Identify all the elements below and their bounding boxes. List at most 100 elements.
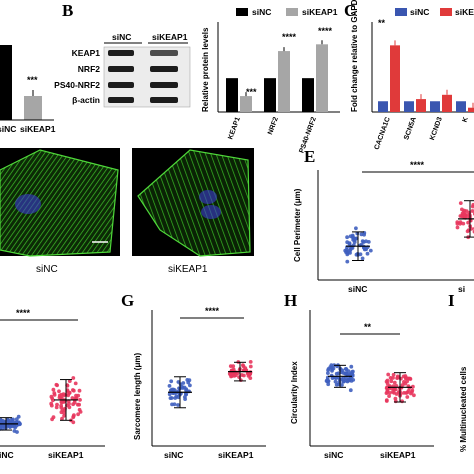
f-dot-1-55 [76,402,80,407]
g-dot-0-38 [176,403,180,407]
f-dot-1-11 [54,405,59,410]
band-actin-sikeap1 [150,97,178,103]
f-dot-1-48 [57,393,62,398]
e-dot-1-53 [462,212,467,217]
micrograph-sikeap1-nucleus-2 [201,205,221,219]
b-xlabel-1: NRF2 [267,116,280,136]
blot-bands [108,50,178,103]
panel-c-letter: C [344,1,356,20]
h-dot-1-55 [410,390,414,394]
g-dot-1-16 [238,378,243,382]
f-dot-1-46 [72,413,76,418]
f-dot-0-47 [14,417,19,421]
g-dot-1-4 [248,364,253,369]
blot-row-keap1: KEAP1 [72,48,101,58]
panel-f-sig: **** [16,308,31,318]
f-dot-1-38 [57,389,61,394]
panel-g-dots [167,360,253,409]
panel-c-bars [378,40,474,112]
h-dot-0-40 [348,388,353,393]
bar-c-sinc-2 [430,101,440,112]
f-dot-0-66 [18,422,22,426]
panel-i-letter: I [448,291,455,310]
g-dot-0-27 [180,385,185,389]
g-dot-1-22 [241,363,245,367]
f-dot-1-62 [67,390,72,395]
g-dot-0-30 [176,380,181,384]
h-dot-1-26 [400,399,404,404]
f-dot-1-7 [51,398,55,403]
h-dot-0-66 [351,378,356,382]
panel-h-ylabel: Circularity Index [290,361,299,424]
bar-b-sikeap1-0 [240,96,252,112]
g-dot-0-34 [172,402,177,407]
e-dot-0-44 [364,239,368,244]
bar-c-sikeap1-3 [468,107,474,112]
g-dot-0-10 [183,397,188,401]
legend-b-sikeap1-swatch [286,8,298,16]
h-dot-0-24 [333,379,338,384]
legend-c-sikeap1-label: siKEAP1 [455,7,474,17]
blot-row-beta-actin: β-actin [72,95,100,105]
f-dot-1-65 [76,393,81,398]
panel-e-dots [343,200,474,264]
h-dot-1-59 [408,376,412,381]
f-dot-1-23 [51,387,56,392]
panel-b-bars [226,40,328,112]
c-xlabel-1: SCN5A [403,116,418,141]
h-dot-0-33 [326,371,330,375]
h-dot-1-68 [405,390,410,395]
h-dot-1-47 [411,384,415,389]
bar-b-sikeap1-1 [278,51,290,112]
h-dot-1-52 [395,376,399,380]
g-dot-1-43 [246,374,251,378]
h-dot-1-69 [404,375,409,380]
h-dot-0-38 [336,371,341,376]
panel-a-cat-1: siNC [0,124,16,134]
micrograph-sinc-cell [0,149,119,257]
e-dot-0-6 [365,251,370,256]
h-dot-1-62 [389,379,394,384]
g-dot-1-40 [231,364,236,369]
panel-c-ylabel: Fold change relative to GAPDH [350,0,359,112]
g-dot-0-36 [181,381,186,385]
panel-e-sig: **** [410,160,425,170]
e-dot-0-50 [348,248,352,253]
f-dot-1-18 [49,394,54,399]
f-dot-1-22 [55,402,59,407]
h-dot-0-57 [349,364,354,369]
band-keap1-sikeap1 [150,50,178,56]
f-dot-0-57 [6,418,11,422]
g-dot-0-22 [169,396,174,400]
micrograph-sikeap1-cell [137,149,251,257]
bar-c-sinc-3 [456,101,466,112]
e-dot-1-38 [466,220,470,225]
legend-b-sinc-label: siNC [252,7,271,17]
panel-g-cat-1: siNC [164,450,183,460]
e-dot-1-47 [464,209,469,214]
f-dot-1-58 [73,381,78,386]
legend-c-sinc-swatch [395,8,407,16]
h-dot-1-19 [386,372,391,377]
h-dot-1-41 [412,393,416,398]
bar-c-sikeap1-1 [416,99,426,112]
panel-f-dots [0,376,83,434]
h-dot-0-48 [340,383,344,387]
g-dot-0-15 [188,383,192,388]
panel-e-cat-1: siNC [348,284,367,294]
h-dot-1-63 [391,372,396,377]
f-dot-1-74 [71,376,76,380]
micrograph-sinc-nucleus [15,194,41,214]
f-dot-1-20 [76,412,80,417]
panel-c-x-labels: CACNA1C SCN5A KCND3 K [374,116,470,151]
panel-f-cat-2: siKEAP1 [48,450,84,460]
e-dot-1-17 [470,204,474,209]
f-dot-1-67 [62,400,66,404]
h-dot-1-21 [405,395,410,399]
bar-b-sinc-0 [226,78,238,112]
f-dot-1-49 [77,388,82,393]
bar-a-sikeap1 [24,96,42,120]
h-dot-1-51 [393,387,398,392]
g-dot-1-44 [233,373,238,378]
h-dot-1-50 [403,381,408,386]
